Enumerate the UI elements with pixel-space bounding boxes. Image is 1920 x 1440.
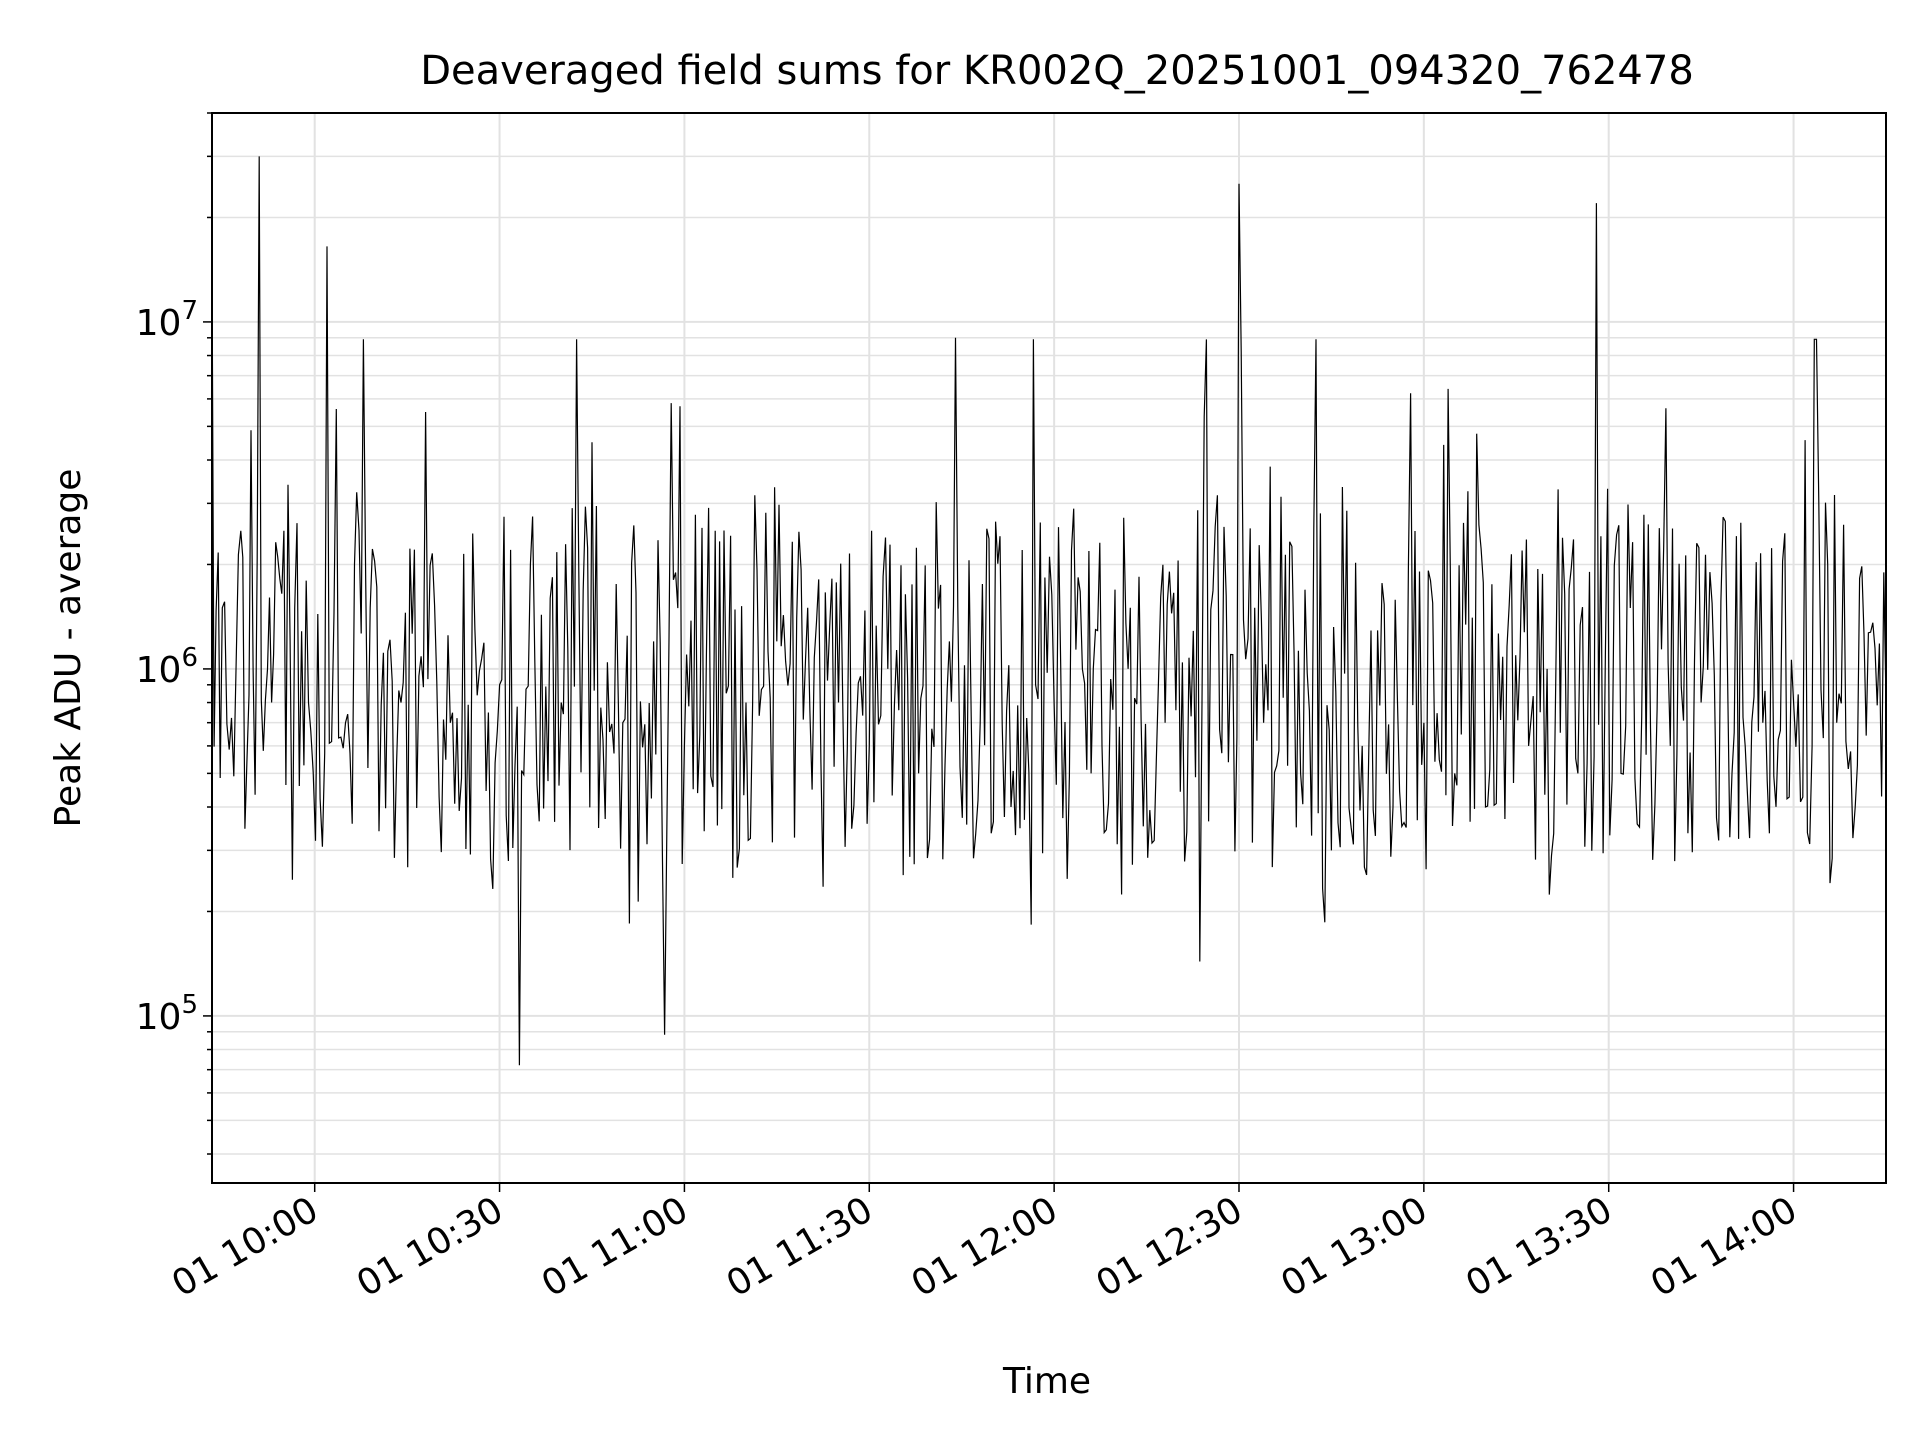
x-tick-label: 01 12:30 [1090,1189,1250,1305]
y-tick-label: 107 [136,296,198,344]
y-tick-base: 10 [136,650,182,691]
y-axis-label: Peak ADU - average [48,469,89,828]
x-tick-label: 01 10:30 [350,1189,510,1305]
y-tick-label: 105 [136,990,198,1038]
x-tick-label: 01 11:30 [720,1189,880,1305]
x-axis: 01 10:00 01 10:30 01 11:00 01 11:30 01 12:00… [165,1183,1804,1305]
chart-title: Deaveraged field sums for KR002Q_2025100… [420,48,1694,94]
y-tick-base: 10 [136,997,182,1038]
x-tick-label: 01 14:00 [1644,1189,1804,1305]
x-tick-label: 01 10:00 [165,1189,325,1305]
y-tick-exponent: 6 [181,643,198,673]
series-line [211,156,1887,1066]
plot-area [211,156,1887,1066]
plot-frame [211,112,1887,1184]
x-axis-label: Time [1002,1361,1091,1402]
y-tick-exponent: 7 [181,296,198,326]
x-tick-label: 01 13:30 [1459,1189,1619,1305]
y-tick-label: 106 [136,643,198,691]
x-tick-label: 01 12:00 [905,1189,1065,1305]
x-tick-label: 01 11:00 [535,1189,695,1305]
x-tick-label: 01 13:00 [1274,1189,1434,1305]
y-tick-exponent: 5 [181,990,198,1020]
grid [212,112,1886,1183]
y-tick-base: 10 [136,303,182,344]
